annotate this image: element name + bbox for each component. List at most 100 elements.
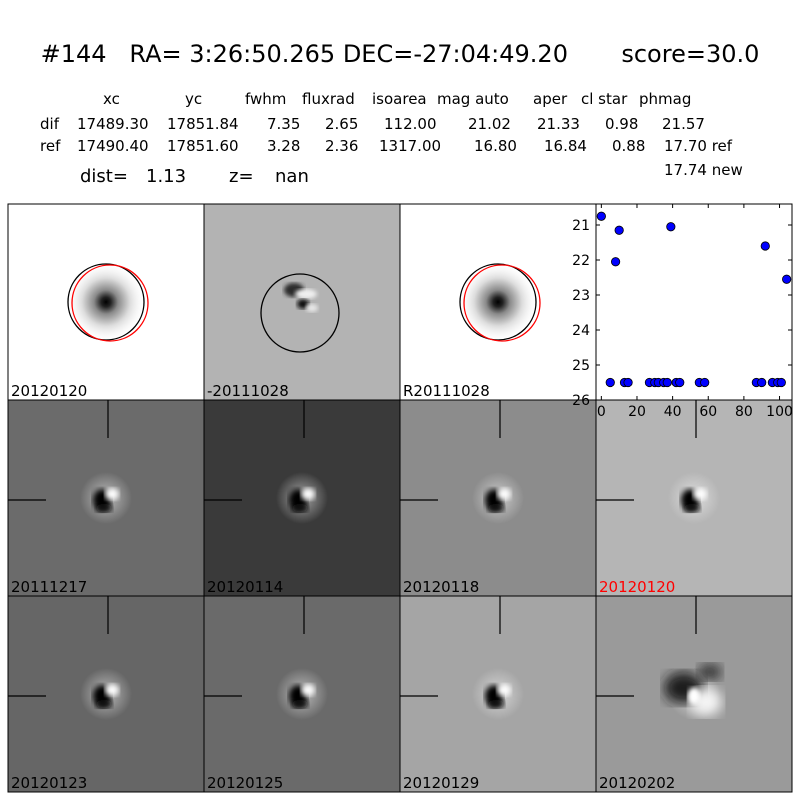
stamp-date-label: -20111028 <box>207 382 289 400</box>
source-tail <box>292 700 308 708</box>
x-tick-label: 40 <box>664 404 682 420</box>
aperture-circle-red <box>71 264 149 342</box>
psf-star <box>458 262 538 342</box>
stamp-panel: 20120120 <box>7 203 205 401</box>
cell-dif-yc: 17851.84 <box>167 115 239 133</box>
stamp-panel: 20120129 <box>399 595 597 793</box>
cell-ref-fwhm: 3.28 <box>267 137 301 155</box>
source-tail <box>488 700 504 708</box>
col-header-xc: xc <box>103 90 120 108</box>
y-tick-label: 26 <box>572 393 590 409</box>
stamp-panel: 20120120 <box>595 399 793 597</box>
aperture-circle-black <box>67 263 145 341</box>
cell-ref-xc: 17490.40 <box>77 137 149 155</box>
source-bright <box>497 488 511 500</box>
x-tick-label: 80 <box>735 404 753 420</box>
stamp-date-label: 20120202 <box>599 774 675 792</box>
data-point <box>782 274 792 284</box>
col-header-phmag: phmag <box>639 90 692 108</box>
y-tick-label: 21 <box>572 218 590 234</box>
y-tick-label: 23 <box>572 288 590 304</box>
data-point <box>675 377 685 388</box>
stamp-date-label: 20120120 <box>11 382 87 400</box>
cell-dif-mag-auto: 21.02 <box>468 115 511 133</box>
cell-dif-isoarea: 112.00 <box>384 115 437 133</box>
stamp-date-label: 20120129 <box>403 774 479 792</box>
psf-star <box>66 262 146 342</box>
data-point <box>614 225 624 235</box>
stamp-date-label: R20111028 <box>403 382 490 400</box>
row-label-ref: ref <box>40 137 61 155</box>
cell-dif-fluxrad: 2.65 <box>325 115 359 133</box>
residual-core <box>688 688 700 704</box>
data-point <box>605 377 615 388</box>
source-tail <box>96 504 112 512</box>
aperture-circle-black <box>459 263 537 341</box>
stamp-date-label: 20120125 <box>207 774 283 792</box>
cell-dif-phmag: 21.57 <box>662 115 705 133</box>
x-tick-label: 20 <box>628 404 646 420</box>
col-header-aper: aper <box>533 90 568 108</box>
chart-background <box>596 204 792 400</box>
source-tail <box>488 504 504 512</box>
col-header-fwhm: fwhm <box>245 90 287 108</box>
cell-ref-phmag: 17.70 ref <box>664 137 733 155</box>
col-header-yc: yc <box>185 90 203 108</box>
cell-ref-yc: 17851.60 <box>167 137 239 155</box>
dipole-bright-tail <box>306 304 318 312</box>
source-tail <box>96 700 112 708</box>
col-header-isoarea: isoarea <box>372 90 427 108</box>
stamp-panel: -20111028 <box>203 203 401 401</box>
x-tick-label: 100 <box>766 404 793 420</box>
cell-ref-fluxrad: 2.36 <box>325 137 359 155</box>
cell-dif-aper: 21.33 <box>537 115 580 133</box>
residual-dark-2 <box>698 664 722 680</box>
stamp-frame <box>595 595 793 793</box>
stamp-date-label: 20120120 <box>599 578 675 596</box>
phmag-new: 17.74 new <box>664 161 743 179</box>
stamp-panel: 20120118 <box>399 399 597 597</box>
data-point <box>610 257 621 267</box>
stamp-date-label: 20120123 <box>11 774 87 792</box>
data-point <box>700 377 710 388</box>
cell-ref-isoarea: 1317.00 <box>379 137 442 155</box>
stamp-panel: 20120114 <box>203 399 401 597</box>
cell-ref-mag-auto: 16.80 <box>474 137 517 155</box>
x-tick-label: 60 <box>699 404 717 420</box>
stamp-date-label: 20111217 <box>11 578 87 596</box>
aperture-circle-black <box>260 273 340 353</box>
data-point <box>623 377 633 388</box>
stamp-panel: 20120202 <box>595 595 793 793</box>
stamp-panel: 20111217 <box>7 399 205 597</box>
aperture-circle-red <box>463 264 541 342</box>
col-header-fluxrad: fluxrad <box>302 90 355 108</box>
cell-ref-cl-star: 0.88 <box>612 137 646 155</box>
y-tick-label: 24 <box>572 323 590 339</box>
stamp-date-label: 20120118 <box>403 578 479 596</box>
row-label-dif: dif <box>40 115 59 133</box>
source-tail <box>684 504 700 512</box>
col-header-mag-auto: mag auto <box>437 90 509 108</box>
magnitude-light-curve: 0 20 40 60 80 100 21 22 23 24 25 26 <box>572 203 793 420</box>
cell-dif-xc: 17489.30 <box>77 115 149 133</box>
chart-frame <box>595 203 793 401</box>
data-point <box>666 222 676 232</box>
source-bright <box>105 684 119 696</box>
stamp-panel: 20120123 <box>7 595 205 793</box>
stamp-panel: R20111028 <box>399 203 597 401</box>
dipole-bright-lobe <box>295 289 317 299</box>
data-point <box>662 377 672 388</box>
col-header-cl-star: cl star <box>581 90 628 108</box>
source-bright <box>693 488 707 500</box>
source-bright <box>301 684 315 696</box>
source-bright <box>301 488 315 500</box>
z-value: nan <box>275 166 309 187</box>
cell-dif-fwhm: 7.35 <box>267 115 301 133</box>
y-tick-label: 25 <box>572 358 590 374</box>
source-bright <box>105 488 119 500</box>
x-tick-label: 0 <box>597 404 606 420</box>
stamp-date-label: 20120114 <box>207 578 283 596</box>
stamp-panel: 20120125 <box>203 595 401 793</box>
cell-ref-aper: 16.84 <box>544 137 587 155</box>
